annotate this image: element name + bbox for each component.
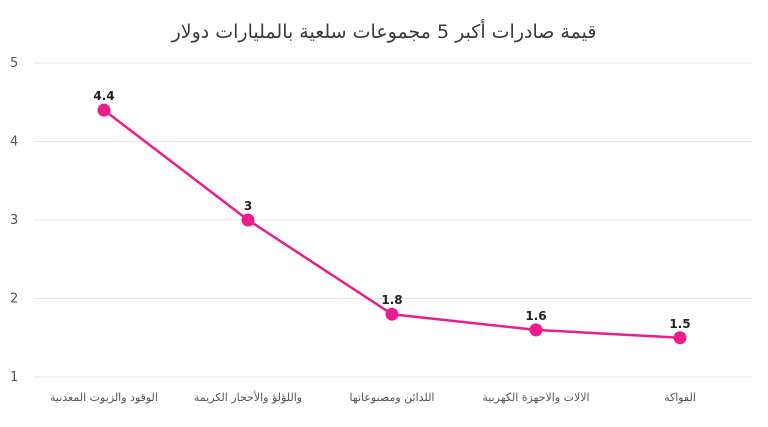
data-point-2: [241, 213, 255, 227]
data-label-4: 1.6: [525, 309, 546, 323]
y-tick-label-4: 4: [10, 135, 18, 150]
y-axis-ticks: 1 2 3 4 5: [10, 56, 18, 385]
data-labels: 4.4 3 1.8 1.6 1.5: [93, 89, 690, 331]
data-label-2: 3: [244, 199, 252, 213]
grid-lines: [34, 62, 752, 378]
data-label-3: 1.8: [381, 293, 402, 307]
y-tick-label-3: 3: [10, 213, 18, 228]
data-points: [97, 103, 687, 345]
data-label-1: 4.4: [93, 89, 114, 103]
x-tick-label-1: الوقود والزيوت المعدنية: [50, 391, 158, 404]
x-tick-label-5: الفواكة: [664, 391, 696, 404]
data-point-1: [97, 103, 111, 117]
x-tick-label-3: اللدائن ومصنوعاتها: [350, 391, 435, 404]
data-point-5: [673, 331, 687, 345]
chart-title: قيمة صادرات أكبر 5 مجموعات سلعية بالمليا…: [171, 19, 597, 43]
y-tick-label-2: 2: [10, 292, 18, 307]
data-point-4: [529, 323, 543, 337]
x-tick-label-4: الالات والاجهزة الكهربية: [482, 391, 589, 404]
x-tick-label-2: واللؤلؤ والأحجار الكريمة: [194, 390, 302, 404]
data-label-5: 1.5: [669, 317, 690, 331]
data-point-3: [385, 307, 399, 321]
y-tick-label-1: 1: [10, 370, 18, 385]
x-axis-ticks: الوقود والزيوت المعدنية واللؤلؤ والأحجار …: [50, 390, 696, 404]
y-tick-label-5: 5: [10, 56, 18, 71]
